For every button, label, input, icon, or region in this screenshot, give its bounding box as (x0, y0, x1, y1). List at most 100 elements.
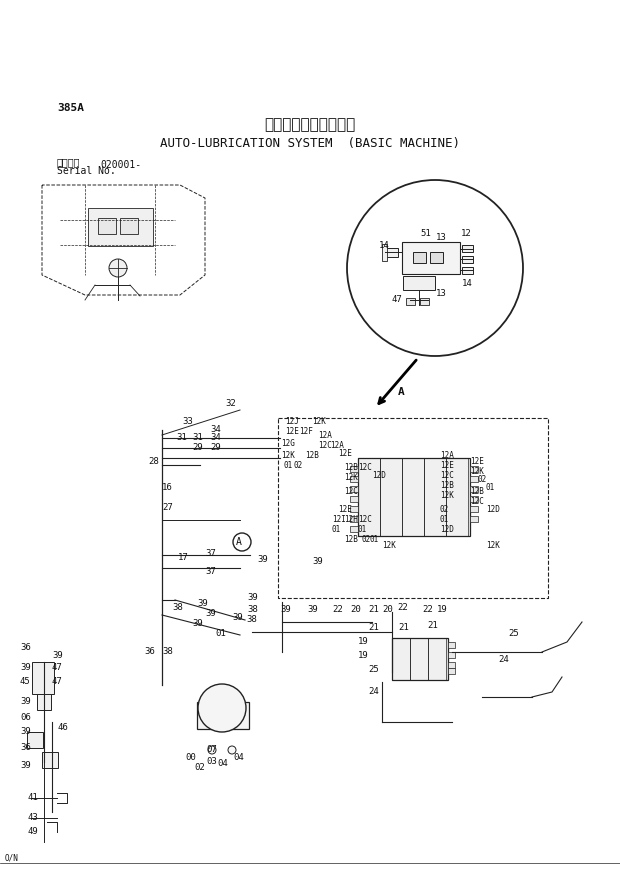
Text: 12A: 12A (440, 450, 454, 459)
Bar (392, 638, 448, 680)
Bar (402, 242, 460, 274)
Bar (470, 466, 478, 472)
Text: 12F: 12F (299, 428, 313, 436)
Text: O/N: O/N (5, 854, 19, 863)
Text: 19: 19 (437, 606, 448, 615)
Text: 13: 13 (436, 288, 447, 298)
Bar (428, 638, 446, 680)
Text: 13: 13 (436, 233, 447, 243)
Text: 14: 14 (462, 279, 472, 288)
Text: 01: 01 (486, 484, 495, 492)
Bar (350, 466, 358, 472)
Text: 12C: 12C (440, 471, 454, 479)
Text: 22: 22 (332, 606, 343, 615)
Text: 19: 19 (358, 637, 369, 647)
Text: 38: 38 (247, 604, 258, 614)
Text: 12K: 12K (312, 417, 326, 427)
Text: 29: 29 (192, 443, 203, 451)
Text: 00: 00 (185, 753, 196, 762)
Text: 12B: 12B (344, 535, 358, 545)
Text: 01: 01 (440, 515, 450, 525)
Text: 12I: 12I (332, 515, 346, 525)
Text: 12E: 12E (285, 428, 299, 436)
Text: 39: 39 (20, 727, 31, 737)
Bar (350, 506, 358, 512)
Bar (420, 298, 429, 305)
Bar (470, 506, 478, 512)
Text: 37: 37 (205, 567, 216, 576)
Bar (448, 642, 455, 648)
Text: 020001-: 020001- (100, 160, 141, 170)
Bar (462, 267, 473, 274)
Bar (37, 694, 51, 710)
Text: 39: 39 (20, 698, 31, 706)
Text: 47: 47 (52, 677, 63, 686)
Bar (32, 662, 54, 694)
Text: 07: 07 (206, 746, 217, 754)
Text: 12J: 12J (285, 417, 299, 427)
Text: 38: 38 (246, 615, 257, 624)
Bar (350, 526, 358, 532)
Text: 12K: 12K (440, 491, 454, 499)
Bar (120, 218, 138, 234)
Text: 12D: 12D (372, 471, 386, 480)
Text: 47: 47 (392, 295, 403, 305)
Text: 24: 24 (498, 656, 509, 664)
Text: 12: 12 (461, 230, 472, 238)
Text: 39: 39 (52, 650, 63, 659)
Text: 12A: 12A (330, 441, 344, 450)
Bar (27, 732, 43, 748)
Text: 22: 22 (397, 602, 408, 611)
Text: 12B: 12B (440, 480, 454, 490)
Bar (470, 516, 478, 522)
Bar (382, 244, 387, 261)
Text: 12E: 12E (338, 505, 352, 514)
Text: 12B: 12B (470, 487, 484, 497)
Bar (403, 276, 435, 290)
Text: 21: 21 (427, 621, 438, 629)
Text: 04: 04 (233, 753, 244, 762)
Bar (462, 256, 473, 263)
Text: 36: 36 (20, 643, 31, 652)
Text: 39: 39 (232, 614, 243, 622)
Text: 04: 04 (217, 760, 228, 768)
Circle shape (109, 259, 127, 277)
Text: 12C: 12C (358, 515, 372, 525)
Text: 03: 03 (206, 758, 217, 766)
Bar (462, 245, 473, 252)
Bar (424, 458, 446, 536)
Text: 24: 24 (368, 688, 379, 697)
Circle shape (198, 684, 246, 732)
Text: 27: 27 (162, 504, 173, 512)
Bar (88, 208, 153, 246)
Text: 39: 39 (247, 593, 258, 601)
Text: 25: 25 (508, 629, 519, 638)
Text: 12D: 12D (440, 526, 454, 534)
Text: 38: 38 (172, 603, 183, 613)
Text: 49: 49 (27, 828, 38, 836)
Text: 12C: 12C (470, 498, 484, 506)
Text: 12K: 12K (486, 540, 500, 549)
Text: 39: 39 (280, 606, 291, 615)
Bar (98, 218, 116, 234)
Text: 12E: 12E (440, 460, 454, 470)
Text: 14: 14 (379, 240, 390, 250)
Text: 36: 36 (144, 648, 155, 656)
Circle shape (208, 746, 216, 754)
Text: 47: 47 (52, 663, 63, 672)
Bar (448, 662, 455, 668)
Text: 21: 21 (368, 606, 379, 615)
Text: 12E: 12E (338, 449, 352, 457)
Text: 12K: 12K (281, 450, 295, 459)
Text: 12B: 12B (344, 464, 358, 472)
Bar (402, 458, 424, 536)
Text: 25: 25 (368, 665, 379, 675)
Text: 12A: 12A (318, 430, 332, 439)
Text: 12C: 12C (318, 441, 332, 450)
Text: 02: 02 (361, 535, 370, 545)
Bar (380, 458, 402, 536)
Text: 36: 36 (20, 744, 31, 753)
Bar (350, 476, 358, 482)
Text: 41: 41 (27, 794, 38, 802)
Text: AUTO-LUBRICATION SYSTEM  (BASIC MACHINE): AUTO-LUBRICATION SYSTEM (BASIC MACHINE) (160, 136, 460, 149)
